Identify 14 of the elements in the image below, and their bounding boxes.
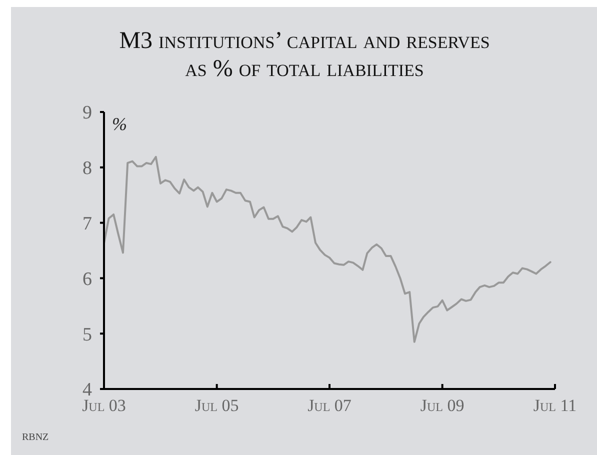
y-tick-label: 9 bbox=[82, 102, 92, 124]
y-tick-label: 6 bbox=[82, 268, 92, 290]
chart-subtitle: as % of total liabilities bbox=[185, 56, 424, 82]
x-tick-label: Jul 09 bbox=[420, 396, 464, 415]
x-tick-label: Jul 07 bbox=[308, 396, 352, 415]
y-axis-title: % bbox=[112, 114, 127, 134]
y-tick-label: 8 bbox=[82, 158, 92, 180]
x-tick-label: Jul 11 bbox=[533, 396, 577, 415]
text: RBNZ bbox=[22, 432, 49, 443]
line-series bbox=[103, 156, 552, 343]
chart-title: M3 institutions’ capital and reserves bbox=[119, 28, 490, 54]
y-tick-label: 5 bbox=[82, 324, 92, 346]
x-tick-label: Jul 05 bbox=[194, 396, 239, 415]
y-tick-label: 7 bbox=[82, 213, 92, 234]
